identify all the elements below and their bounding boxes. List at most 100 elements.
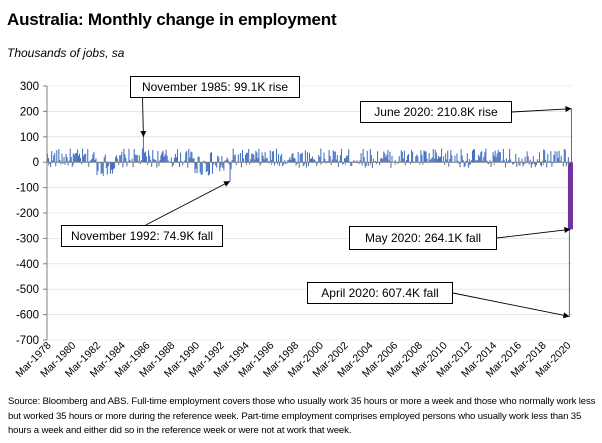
monthly-change-bar — [142, 137, 144, 163]
monthly-change-bar — [287, 160, 289, 163]
annotation-leader-line — [511, 108, 572, 113]
monthly-change-bar — [487, 162, 489, 164]
monthly-change-bar — [242, 158, 245, 163]
monthly-change-bar — [153, 159, 155, 163]
monthly-change-bar — [253, 154, 255, 163]
monthly-change-bar — [533, 162, 535, 165]
monthly-change-bar — [553, 155, 555, 163]
monthly-change-bar — [103, 157, 105, 163]
annotation-leader-line — [142, 97, 144, 138]
monthly-change-bar — [279, 162, 281, 166]
monthly-change-bar — [128, 148, 130, 163]
monthly-change-bar — [136, 155, 138, 163]
monthly-change-bar — [415, 156, 417, 163]
monthly-change-bar — [176, 149, 178, 163]
monthly-change-bar — [107, 162, 109, 167]
monthly-change-bar — [507, 162, 509, 164]
monthly-change-bar — [283, 162, 285, 165]
monthly-change-bar — [348, 149, 350, 163]
monthly-change-bar — [139, 162, 141, 165]
monthly-change-bar — [204, 162, 206, 164]
monthly-change-bar — [416, 154, 418, 163]
monthly-change-bar — [192, 158, 194, 163]
y-tick-label: -300 — [16, 233, 39, 245]
y-tick-label: 200 — [20, 106, 39, 118]
monthly-change-bar — [232, 148, 234, 163]
monthly-change-bar — [198, 156, 200, 163]
monthly-change-bar — [137, 160, 139, 163]
monthly-change-bar — [425, 151, 427, 163]
monthly-change-bar — [181, 161, 183, 163]
monthly-change-bar — [538, 152, 541, 163]
monthly-change-bar — [270, 159, 272, 163]
y-tick-label: -200 — [16, 208, 39, 220]
monthly-change-bar — [262, 155, 264, 163]
monthly-change-bar — [310, 158, 312, 163]
monthly-change-bar — [191, 152, 193, 163]
y-tick-label: -700 — [16, 335, 39, 347]
monthly-change-bar — [509, 148, 511, 163]
monthly-change-bar — [277, 162, 279, 165]
monthly-change-bar — [496, 153, 498, 163]
monthly-change-bar — [535, 162, 537, 166]
monthly-change-bar — [174, 153, 176, 163]
monthly-change-bar — [521, 158, 523, 163]
monthly-change-bar — [278, 154, 280, 163]
monthly-change-bar — [149, 155, 151, 163]
monthly-change-bar — [341, 162, 344, 165]
monthly-change-bar — [445, 153, 447, 163]
monthly-change-bar — [376, 162, 378, 164]
monthly-change-bar — [549, 160, 551, 163]
y-tick-label: -100 — [16, 183, 39, 195]
monthly-change-bar — [265, 158, 267, 163]
monthly-change-bar — [119, 155, 121, 163]
monthly-change-bar — [339, 155, 341, 163]
monthly-change-bar — [51, 151, 53, 163]
monthly-change-bar — [235, 162, 237, 166]
monthly-change-bar — [488, 162, 490, 164]
monthly-change-bar — [263, 159, 265, 163]
monthly-change-bar — [323, 152, 325, 163]
monthly-change-bar — [459, 162, 461, 168]
monthly-change-bar — [195, 162, 197, 169]
monthly-change-bar — [351, 162, 353, 167]
monthly-change-bar — [522, 162, 524, 167]
chart-subtitle: Thousands of jobs, sa — [7, 46, 125, 60]
monthly-change-bar — [387, 149, 389, 163]
monthly-change-bar — [358, 162, 360, 164]
monthly-change-bar — [267, 160, 269, 163]
monthly-change-bar — [213, 162, 215, 165]
monthly-change-bar — [523, 162, 525, 165]
monthly-change-bar — [245, 154, 247, 163]
monthly-change-bar — [540, 162, 542, 166]
monthly-change-bar — [372, 158, 374, 163]
monthly-change-bar — [486, 160, 488, 163]
monthly-change-bar — [406, 155, 409, 163]
monthly-change-bar — [524, 156, 526, 163]
monthly-change-bar — [180, 152, 182, 163]
monthly-change-bar — [210, 152, 213, 163]
monthly-change-bar — [466, 153, 468, 163]
monthly-change-bar — [256, 152, 258, 163]
monthly-change-bar — [82, 148, 84, 163]
monthly-change-bar — [335, 159, 337, 163]
monthly-change-bar — [257, 158, 259, 163]
monthly-change-bar — [448, 162, 450, 167]
monthly-change-bar — [118, 162, 120, 165]
monthly-change-bar — [228, 162, 230, 165]
monthly-change-bar — [567, 162, 573, 230]
monthly-change-bar — [475, 160, 477, 163]
callout-jun-2020: June 2020: 210.8K rise — [360, 101, 512, 123]
monthly-change-bar — [92, 154, 94, 163]
monthly-change-bar — [88, 162, 90, 167]
monthly-change-bar — [143, 152, 145, 163]
monthly-change-bar — [251, 153, 253, 163]
monthly-change-bar — [441, 148, 443, 163]
monthly-change-bar — [50, 162, 52, 167]
monthly-change-bar — [239, 153, 241, 163]
monthly-change-bar — [99, 162, 101, 164]
monthly-change-bar — [354, 161, 356, 163]
monthly-change-bar — [432, 148, 434, 163]
monthly-change-bar — [75, 152, 77, 163]
monthly-change-bar — [54, 153, 56, 163]
